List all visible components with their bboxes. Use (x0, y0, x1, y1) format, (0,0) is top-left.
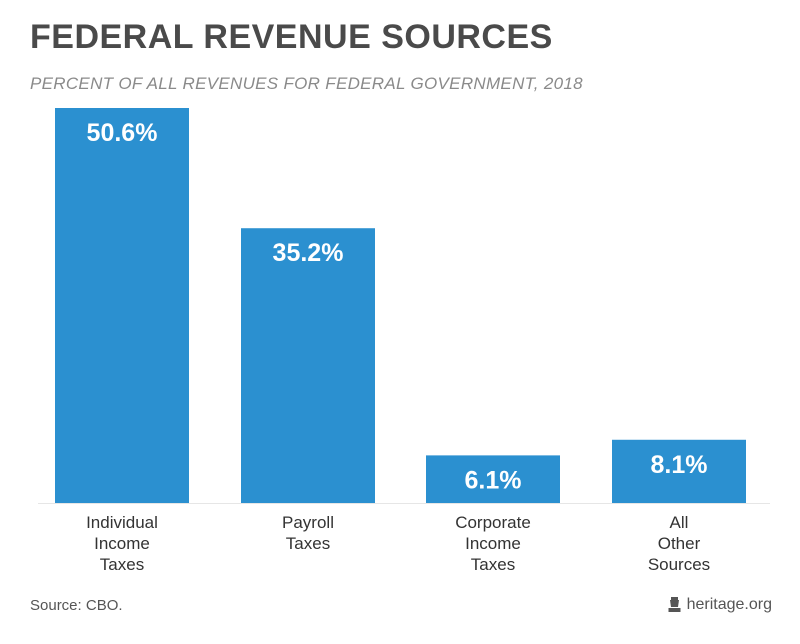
category-label: Payroll Taxes (282, 513, 334, 553)
category-label-line: Payroll (282, 513, 334, 532)
category-label-line: Corporate (455, 513, 531, 532)
bar (612, 439, 746, 503)
bar (55, 108, 189, 503)
category-label-line: Sources (648, 555, 710, 574)
category-label-line: Income (465, 534, 521, 553)
brand-credit: heritage.org (668, 596, 772, 614)
bar-value-label: 35.2% (273, 239, 344, 267)
category-label-line: Taxes (100, 555, 144, 574)
category-label: All Other Sources (648, 513, 710, 574)
category-label: Individual Income Taxes (86, 513, 158, 574)
bar (426, 455, 560, 503)
bar-value-label: 6.1% (465, 466, 522, 494)
chart-title: FEDERAL REVENUE SOURCES (30, 18, 553, 56)
bar (241, 228, 375, 503)
bar-value-label: 50.6% (87, 119, 158, 147)
category-label-line: Taxes (471, 555, 515, 574)
category-label-line: All (670, 513, 689, 532)
chart-subtitle: PERCENT OF ALL REVENUES FOR FEDERAL GOVE… (30, 74, 583, 93)
category-label-line: Individual (86, 513, 158, 532)
bell-icon (668, 597, 681, 612)
brand-text: heritage.org (686, 596, 772, 613)
category-label-line: Other (658, 534, 701, 553)
category-label-line: Taxes (286, 534, 330, 553)
category-label-line: Income (94, 534, 150, 553)
category-label: Corporate Income Taxes (455, 513, 531, 574)
source-note: Source: CBO. (30, 597, 123, 614)
bar-value-label: 8.1% (651, 451, 708, 479)
